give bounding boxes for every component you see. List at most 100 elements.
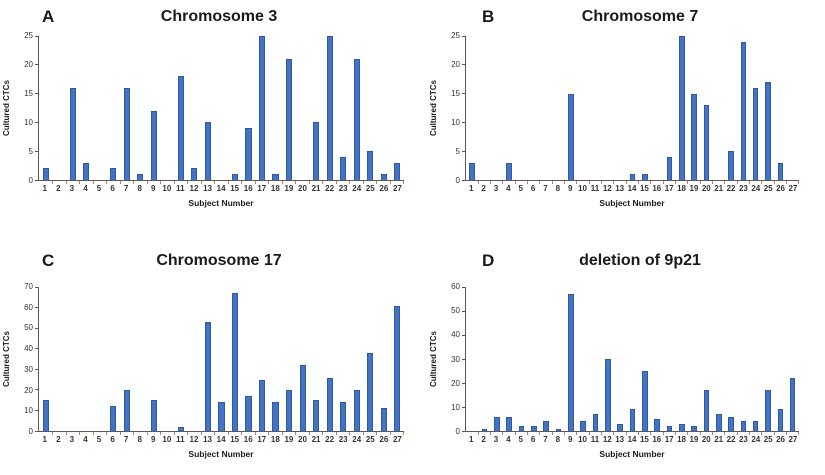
bar — [728, 416, 734, 431]
x-axis-labels: 1 2 3 4 5 6 7 8 9 10 11 12 13 14 15 16 17 18 19 20 21 22 23 24 2… — [465, 432, 799, 447]
x-tick-label: 17 — [664, 435, 674, 444]
chart-body: Cultured CTCs 0 5 10 15 20 25 1 2 3 4 5 6 7 8 9 10 11 12… — [427, 32, 800, 212]
x-tick-label: 2 — [481, 184, 486, 193]
bar-slot — [377, 287, 391, 435]
chart-body: Cultured CTCs 0 10 20 30 40 50 60 1 2 3 4 5 6 7 8 9 10 1… — [427, 283, 800, 463]
x-tick-label: 15 — [639, 435, 649, 444]
bar — [629, 409, 636, 431]
y-tick-label: 60 — [451, 282, 460, 291]
y-tick — [462, 93, 465, 95]
bar-slot — [774, 36, 788, 184]
bar-slot — [713, 36, 726, 184]
bar — [641, 174, 648, 180]
bar — [592, 414, 599, 431]
bar — [286, 389, 293, 431]
bar-slot — [66, 287, 80, 435]
y-axis-title: Cultured CTCs — [2, 331, 11, 388]
bar-slot — [39, 287, 53, 435]
y-tick — [462, 179, 465, 181]
x-tick-label: 12 — [602, 435, 612, 444]
x-axis-labels: 1 2 3 4 5 6 7 8 9 10 11 12 13 14 15 16 17 18 19 20 21 22 23 24 2… — [38, 181, 404, 196]
x-tick-label: 6 — [530, 435, 536, 444]
y-tick-label: 20 — [451, 60, 460, 69]
bar-slot — [737, 36, 751, 184]
y-tick-label: 0 — [455, 427, 460, 436]
x-tick-label: 25 — [763, 184, 773, 193]
bar — [42, 400, 49, 431]
bar — [299, 365, 306, 431]
bar — [568, 294, 574, 431]
y-tick-label: 30 — [451, 354, 460, 364]
bar-slot — [700, 36, 714, 184]
x-tick-label: 14 — [627, 435, 637, 444]
x-tick-label: 23 — [338, 184, 348, 193]
bar-slot — [762, 287, 776, 435]
y-axis-title: Cultured CTCs — [429, 80, 438, 137]
bar — [765, 82, 771, 180]
bar — [218, 402, 225, 431]
y-tick-label: 25 — [451, 31, 460, 40]
x-tick-label: 23 — [738, 435, 748, 444]
bar — [506, 416, 512, 431]
bar — [123, 389, 130, 431]
y-tick — [462, 430, 465, 432]
bar — [42, 168, 49, 180]
y-tick — [35, 368, 38, 370]
y-tick — [462, 406, 465, 408]
x-tick-label: 7 — [543, 184, 548, 193]
bar-slot — [228, 287, 242, 435]
y-tick-label: 10 — [24, 118, 33, 127]
bar-slot — [774, 287, 788, 435]
x-axis-title: Subject Number — [188, 198, 254, 208]
x-tick-label: 24 — [352, 184, 362, 193]
bar-slot — [762, 36, 776, 184]
y-tick — [462, 121, 465, 123]
bar — [777, 162, 784, 180]
bar-slot — [700, 287, 714, 435]
x-tick-label: 24 — [751, 435, 761, 444]
bar — [394, 305, 401, 431]
x-tick-label: 13 — [203, 435, 212, 444]
y-tick — [35, 64, 38, 66]
bar — [123, 87, 130, 180]
x-tick-label: 22 — [325, 435, 335, 444]
y-tick — [35, 150, 38, 152]
bar-slot — [93, 36, 107, 184]
x-tick-label: 20 — [701, 435, 711, 444]
bar-slot — [39, 36, 53, 184]
x-tick-label: 20 — [701, 184, 711, 193]
chart-panel-d: D deletion of 9p21 Cultured CTCs 0 10 20 30… — [412, 237, 825, 475]
bar — [340, 156, 347, 180]
bar-slot — [269, 36, 283, 184]
y-tick — [35, 93, 38, 95]
bar — [272, 174, 279, 180]
x-tick-label: 26 — [776, 184, 786, 193]
x-tick-label: 21 — [311, 435, 321, 444]
bar — [469, 162, 475, 180]
y-tick-label: 40 — [24, 344, 33, 354]
panel-label: C — [42, 251, 55, 270]
x-tick-label: 1 — [42, 435, 47, 444]
x-axis-title: Subject Number — [188, 449, 254, 459]
bar — [605, 359, 611, 431]
bar — [543, 421, 549, 431]
x-tick-label: 22 — [726, 435, 736, 444]
x-tick-label: 20 — [298, 184, 307, 193]
plot-area — [462, 35, 800, 184]
bar-slot — [161, 287, 175, 435]
x-tick-label: 9 — [151, 435, 156, 444]
y-tick-label: 20 — [24, 60, 33, 69]
bar-slot — [725, 36, 739, 184]
bar — [83, 162, 90, 180]
x-tick-label: 8 — [555, 435, 561, 444]
y-tick — [35, 307, 38, 309]
bar-slot — [688, 36, 702, 184]
x-tick-label: 1 — [42, 184, 47, 193]
bar-slot — [466, 287, 480, 435]
x-tick-label: 5 — [518, 184, 523, 193]
x-tick-label: 27 — [392, 435, 402, 444]
x-tick-label: 4 — [506, 184, 511, 193]
x-tick-label: 8 — [137, 435, 142, 444]
bar-slot — [503, 287, 517, 435]
